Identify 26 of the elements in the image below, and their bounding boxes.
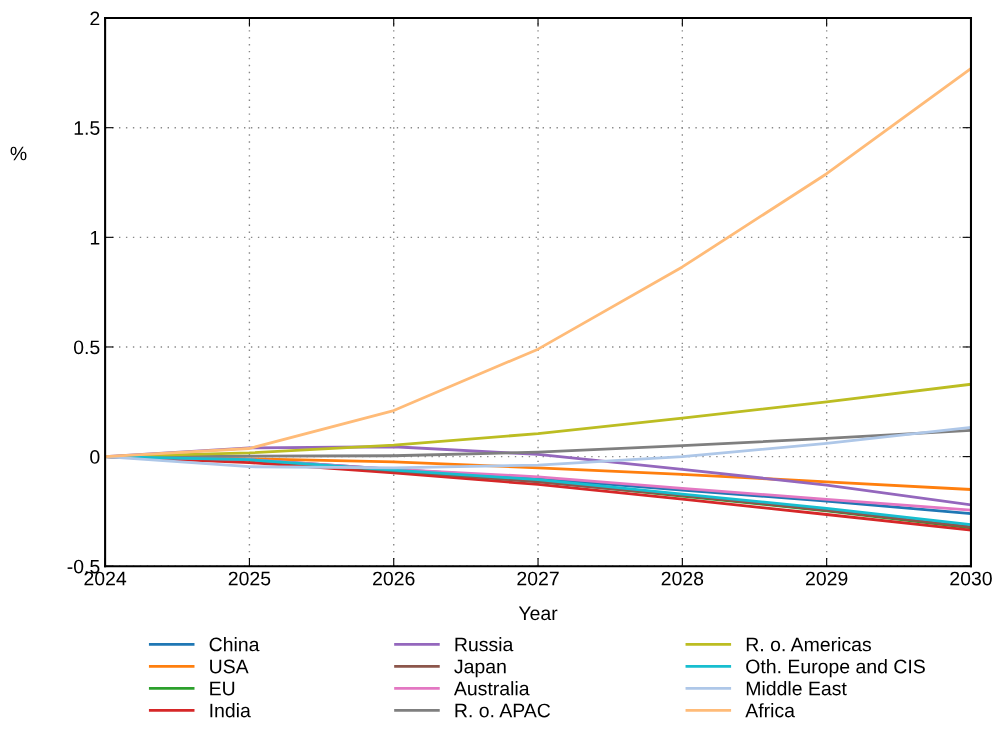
y-tick-label: 0.5 xyxy=(73,340,100,355)
y-tick-label: 1.5 xyxy=(74,121,100,135)
x-axis-title: Year xyxy=(518,606,558,621)
legend-label: India xyxy=(210,703,251,718)
legend-label: Japan xyxy=(454,659,506,678)
y-tick-label: 1 xyxy=(90,231,100,245)
y-tick-label: 2 xyxy=(90,11,100,26)
x-tick-label: 2028 xyxy=(661,571,704,586)
legend-label: Middle East xyxy=(746,681,847,696)
legend-label: China xyxy=(209,637,260,652)
legend-label: Russia xyxy=(455,637,514,652)
x-tick-label: 2026 xyxy=(373,571,415,586)
legend-label: EU xyxy=(210,681,235,696)
legend-label: Australia xyxy=(453,681,530,696)
y-tick-label: 0 xyxy=(90,450,100,464)
legend-label: Oth. Europe and CIS xyxy=(746,659,925,678)
x-tick-label: 2025 xyxy=(228,571,271,586)
legend-label: USA xyxy=(210,659,249,674)
x-tick-label: 2027 xyxy=(517,571,559,586)
line-series xyxy=(105,67,971,458)
legend-label: R. o. APAC xyxy=(455,703,551,718)
x-tick-label: 2030 xyxy=(950,571,992,586)
y-axis-title: % xyxy=(10,146,27,161)
legend-label: R. o. Americas xyxy=(746,637,871,652)
legend-label: Africa xyxy=(745,703,795,718)
x-tick-label: 2029 xyxy=(806,571,848,586)
